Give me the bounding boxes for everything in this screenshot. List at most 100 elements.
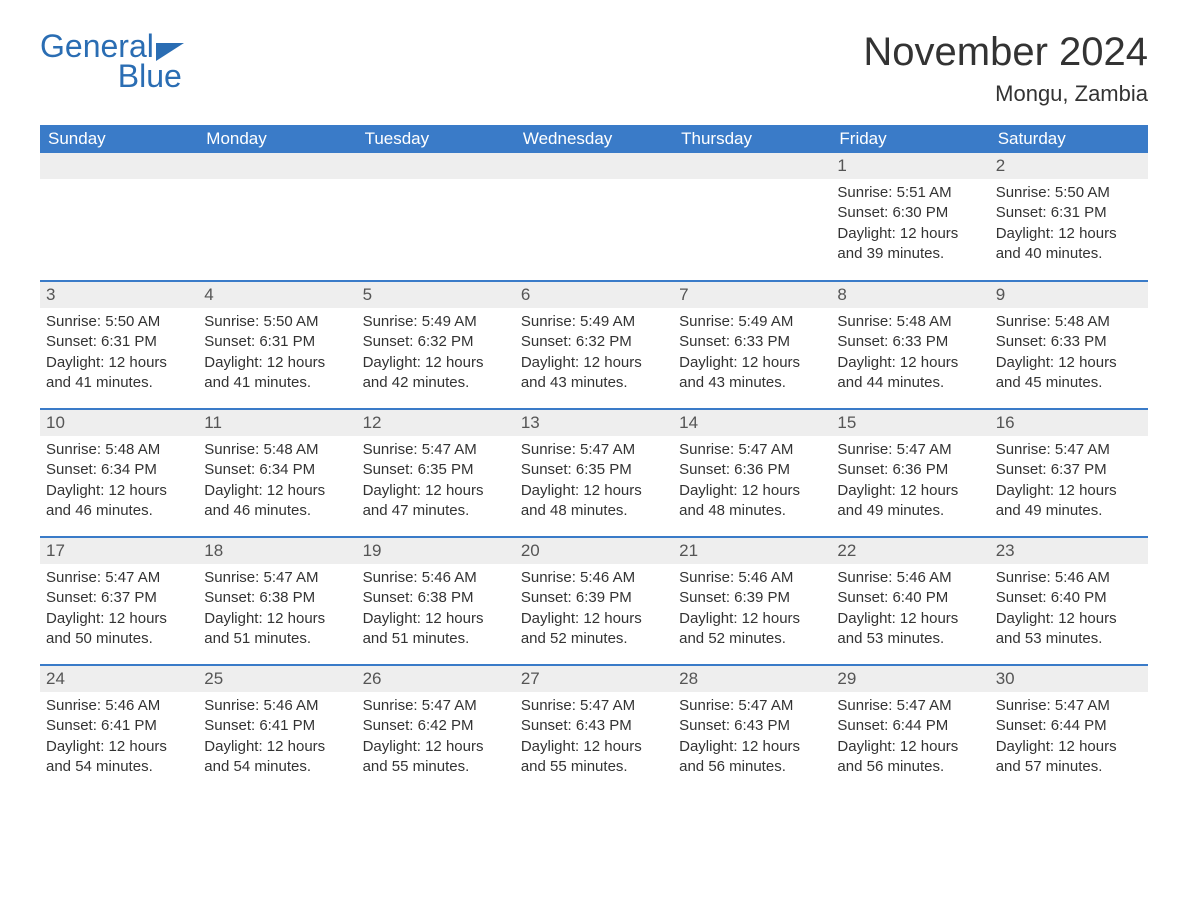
daylight-text: Daylight: 12 hours and 47 minutes. [363,481,509,522]
calendar-day-cell: 7Sunrise: 5:49 AMSunset: 6:33 PMDaylight… [673,281,831,409]
calendar-day-cell [40,153,198,281]
sunrise-text: Sunrise: 5:46 AM [679,568,825,588]
weekday-header: Wednesday [515,125,673,153]
daylight-text: Daylight: 12 hours and 52 minutes. [521,609,667,650]
daylight-text: Daylight: 12 hours and 44 minutes. [837,353,983,394]
calendar-day-cell: 25Sunrise: 5:46 AMSunset: 6:41 PMDayligh… [198,665,356,793]
day-number: 17 [40,538,198,564]
sunset-text: Sunset: 6:43 PM [679,716,825,736]
daylight-text: Daylight: 12 hours and 53 minutes. [837,609,983,650]
day-details: Sunrise: 5:50 AMSunset: 6:31 PMDaylight:… [40,308,198,401]
sunrise-text: Sunrise: 5:49 AM [521,312,667,332]
day-number: 23 [990,538,1148,564]
weekday-header: Monday [198,125,356,153]
day-number: 26 [357,666,515,692]
day-number: 13 [515,410,673,436]
sunset-text: Sunset: 6:36 PM [837,460,983,480]
daylight-text: Daylight: 12 hours and 52 minutes. [679,609,825,650]
sunrise-text: Sunrise: 5:50 AM [204,312,350,332]
daylight-text: Daylight: 12 hours and 53 minutes. [996,609,1142,650]
daylight-text: Daylight: 12 hours and 56 minutes. [679,737,825,778]
day-number: 29 [831,666,989,692]
day-number: 5 [357,282,515,308]
sunset-text: Sunset: 6:33 PM [837,332,983,352]
day-details: Sunrise: 5:48 AMSunset: 6:34 PMDaylight:… [198,436,356,529]
calendar-day-cell: 15Sunrise: 5:47 AMSunset: 6:36 PMDayligh… [831,409,989,537]
daylight-text: Daylight: 12 hours and 48 minutes. [679,481,825,522]
sunrise-text: Sunrise: 5:47 AM [837,696,983,716]
daylight-text: Daylight: 12 hours and 48 minutes. [521,481,667,522]
sunrise-text: Sunrise: 5:46 AM [363,568,509,588]
day-details: Sunrise: 5:47 AMSunset: 6:35 PMDaylight:… [515,436,673,529]
day-details: Sunrise: 5:49 AMSunset: 6:32 PMDaylight:… [515,308,673,401]
day-number: 21 [673,538,831,564]
sunset-text: Sunset: 6:42 PM [363,716,509,736]
sunset-text: Sunset: 6:44 PM [837,716,983,736]
location-label: Mongu, Zambia [863,81,1148,107]
sunset-text: Sunset: 6:32 PM [363,332,509,352]
sunrise-text: Sunrise: 5:48 AM [204,440,350,460]
calendar-day-cell: 3Sunrise: 5:50 AMSunset: 6:31 PMDaylight… [40,281,198,409]
day-number: 11 [198,410,356,436]
day-details: Sunrise: 5:48 AMSunset: 6:33 PMDaylight:… [990,308,1148,401]
day-number: 7 [673,282,831,308]
sunset-text: Sunset: 6:34 PM [204,460,350,480]
calendar-day-cell: 11Sunrise: 5:48 AMSunset: 6:34 PMDayligh… [198,409,356,537]
sunrise-text: Sunrise: 5:46 AM [204,696,350,716]
day-number [198,153,356,179]
calendar-day-cell: 22Sunrise: 5:46 AMSunset: 6:40 PMDayligh… [831,537,989,665]
day-number: 8 [831,282,989,308]
day-number: 30 [990,666,1148,692]
calendar-day-cell: 26Sunrise: 5:47 AMSunset: 6:42 PMDayligh… [357,665,515,793]
day-details: Sunrise: 5:47 AMSunset: 6:38 PMDaylight:… [198,564,356,657]
sunrise-text: Sunrise: 5:46 AM [837,568,983,588]
calendar-week-row: 1Sunrise: 5:51 AMSunset: 6:30 PMDaylight… [40,153,1148,281]
day-number: 9 [990,282,1148,308]
sunrise-text: Sunrise: 5:47 AM [837,440,983,460]
day-number: 22 [831,538,989,564]
sunrise-text: Sunrise: 5:47 AM [521,696,667,716]
calendar-week-row: 10Sunrise: 5:48 AMSunset: 6:34 PMDayligh… [40,409,1148,537]
weekday-header: Tuesday [357,125,515,153]
day-details: Sunrise: 5:47 AMSunset: 6:44 PMDaylight:… [831,692,989,785]
day-details: Sunrise: 5:47 AMSunset: 6:35 PMDaylight:… [357,436,515,529]
sunrise-text: Sunrise: 5:46 AM [996,568,1142,588]
calendar-day-cell: 20Sunrise: 5:46 AMSunset: 6:39 PMDayligh… [515,537,673,665]
day-number: 24 [40,666,198,692]
daylight-text: Daylight: 12 hours and 55 minutes. [363,737,509,778]
sunrise-text: Sunrise: 5:50 AM [46,312,192,332]
month-title: November 2024 [863,30,1148,75]
page-header: General Blue November 2024 Mongu, Zambia [40,30,1148,107]
day-details: Sunrise: 5:46 AMSunset: 6:41 PMDaylight:… [198,692,356,785]
sunset-text: Sunset: 6:30 PM [837,203,983,223]
daylight-text: Daylight: 12 hours and 50 minutes. [46,609,192,650]
sunset-text: Sunset: 6:41 PM [204,716,350,736]
day-details: Sunrise: 5:49 AMSunset: 6:32 PMDaylight:… [357,308,515,401]
weekday-header: Thursday [673,125,831,153]
sunset-text: Sunset: 6:41 PM [46,716,192,736]
sunset-text: Sunset: 6:33 PM [679,332,825,352]
daylight-text: Daylight: 12 hours and 41 minutes. [46,353,192,394]
day-number [357,153,515,179]
sunrise-text: Sunrise: 5:47 AM [679,440,825,460]
day-number: 28 [673,666,831,692]
calendar-day-cell: 5Sunrise: 5:49 AMSunset: 6:32 PMDaylight… [357,281,515,409]
calendar-week-row: 3Sunrise: 5:50 AMSunset: 6:31 PMDaylight… [40,281,1148,409]
calendar-week-row: 24Sunrise: 5:46 AMSunset: 6:41 PMDayligh… [40,665,1148,793]
calendar-day-cell: 28Sunrise: 5:47 AMSunset: 6:43 PMDayligh… [673,665,831,793]
day-details: Sunrise: 5:46 AMSunset: 6:39 PMDaylight:… [673,564,831,657]
day-number: 12 [357,410,515,436]
calendar-day-cell: 8Sunrise: 5:48 AMSunset: 6:33 PMDaylight… [831,281,989,409]
daylight-text: Daylight: 12 hours and 45 minutes. [996,353,1142,394]
day-number: 10 [40,410,198,436]
day-details: Sunrise: 5:49 AMSunset: 6:33 PMDaylight:… [673,308,831,401]
calendar-week-row: 17Sunrise: 5:47 AMSunset: 6:37 PMDayligh… [40,537,1148,665]
sunset-text: Sunset: 6:34 PM [46,460,192,480]
sunrise-text: Sunrise: 5:51 AM [837,183,983,203]
weekday-header: Saturday [990,125,1148,153]
daylight-text: Daylight: 12 hours and 51 minutes. [204,609,350,650]
day-number: 16 [990,410,1148,436]
calendar-day-cell: 4Sunrise: 5:50 AMSunset: 6:31 PMDaylight… [198,281,356,409]
logo-word2: Blue [40,60,184,92]
day-details: Sunrise: 5:47 AMSunset: 6:36 PMDaylight:… [831,436,989,529]
